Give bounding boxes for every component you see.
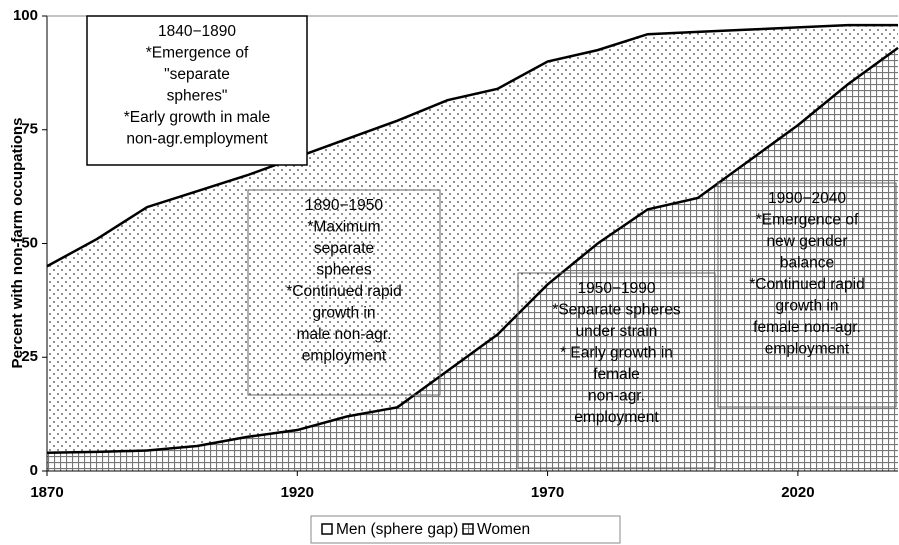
- annotation-text: *Continued rapid: [286, 283, 401, 300]
- annotation-text: growth in: [313, 305, 376, 322]
- annotation-text: female non-agr.: [753, 319, 861, 336]
- annotation-text: employment: [574, 409, 659, 426]
- annotation-text: spheres: [316, 262, 371, 279]
- legend-swatch: [321, 523, 333, 535]
- annotation-text: *Maximum: [307, 219, 380, 236]
- annotation-text: employment: [765, 341, 850, 358]
- annotation-text: *Continued rapid: [749, 276, 864, 293]
- annotation-box: [517, 272, 716, 469]
- annotation-box: [717, 182, 897, 408]
- x-tick-label: 2020: [781, 484, 814, 501]
- annotation-text: male non-agr.: [297, 326, 392, 343]
- line: [46, 23, 898, 268]
- annotation-text: 1840−1890: [158, 23, 236, 40]
- annotation-text: separate: [314, 240, 374, 257]
- y-tick-label: 25: [21, 348, 38, 365]
- annotation-text: *Early growth in male: [124, 109, 270, 126]
- legend-label: Women: [477, 521, 530, 538]
- annotation-text: non-agr.: [588, 388, 645, 405]
- y-tick-label: 50: [21, 234, 38, 251]
- annotation-text: growth in: [776, 298, 839, 315]
- y-tick-label: 100: [13, 7, 38, 24]
- annotation-text: employment: [302, 348, 387, 365]
- annotation-text: * Early growth in: [560, 345, 673, 362]
- annotation-text: *Emergence of: [146, 45, 249, 62]
- annotation-text: "separate: [164, 66, 230, 83]
- annotation-text: balance: [780, 255, 834, 272]
- y-tick-label: 0: [30, 462, 38, 479]
- x-tick-label: 1920: [281, 484, 314, 501]
- x-tick-label: 1970: [531, 484, 564, 501]
- area: [47, 47, 898, 471]
- annotation-box: [86, 15, 308, 166]
- line: [46, 46, 899, 455]
- legend-label: Men (sphere gap): [336, 521, 458, 538]
- annotation-text: 1950−1990: [577, 280, 655, 297]
- annotation-text: non-agr.employment: [126, 131, 268, 148]
- annotation-text: 1890−1950: [305, 197, 383, 214]
- y-tick-label: 75: [21, 121, 38, 138]
- annotation-text: new gender: [766, 233, 847, 250]
- annotation-text: under strain: [576, 323, 658, 340]
- legend-swatch: [462, 523, 474, 535]
- annotation-text: spheres": [167, 88, 228, 105]
- annotation-text: female: [593, 366, 640, 383]
- annotation-text: *Separate spheres: [552, 302, 681, 319]
- annotation-box: [247, 189, 441, 396]
- y-axis-label: Percent with non-farm occupations: [9, 118, 26, 369]
- x-tick-label: 1870: [30, 484, 63, 501]
- annotation-text: 1990−2040: [768, 190, 846, 207]
- annotation-text: *Emergence of: [756, 212, 859, 229]
